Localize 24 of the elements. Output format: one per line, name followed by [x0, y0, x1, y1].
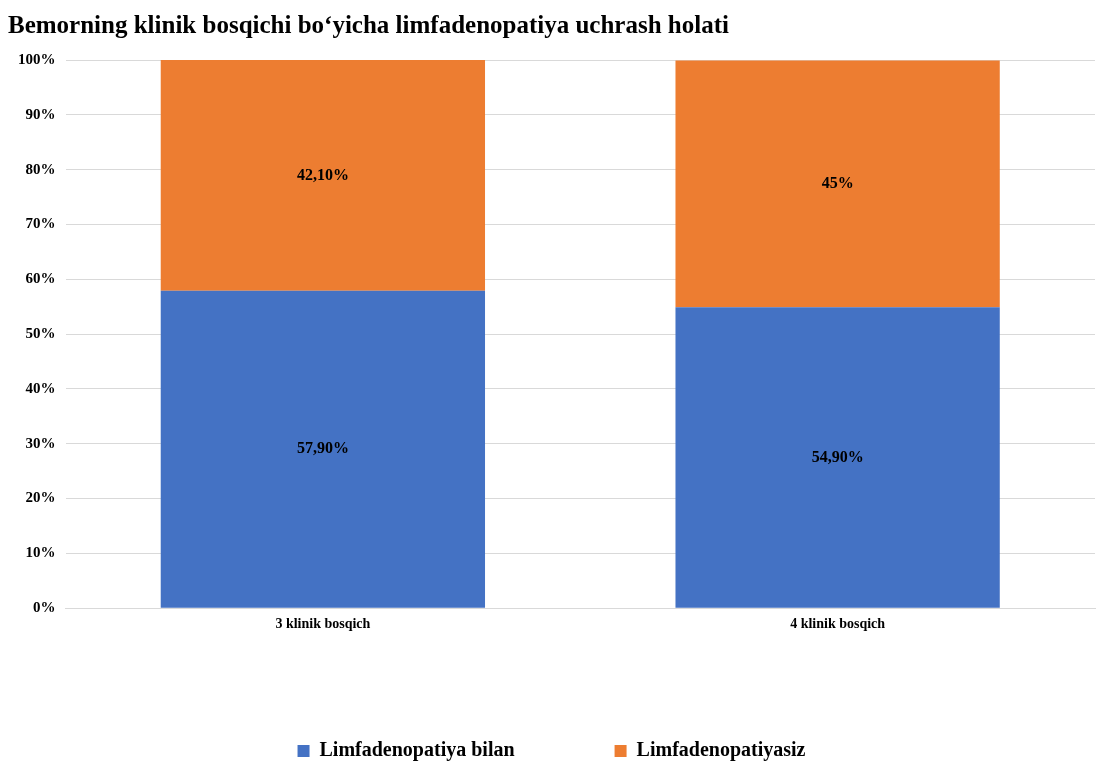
- x-tick-label: 3 klinik bosqich: [275, 616, 371, 632]
- bar: [675, 60, 1000, 308]
- chart-title: Bemorning klinik bosqichi bo‘yicha limfadenopatiya uchrash holati: [8, 11, 730, 39]
- bar: [160, 60, 486, 291]
- y-tick-label: 90%: [25, 105, 56, 122]
- y-tick-label: 0%: [33, 599, 56, 616]
- data-label: 42,10%: [296, 165, 349, 183]
- bar: [160, 290, 486, 608]
- legend-label: Limfadenopatiyasiz: [636, 738, 806, 762]
- y-tick-label: 100%: [18, 50, 56, 67]
- y-tick-label: 10%: [25, 544, 56, 561]
- data-label: 45%: [821, 174, 854, 192]
- y-tick-label: 50%: [25, 324, 56, 341]
- y-tick-label: 20%: [25, 489, 56, 506]
- y-tick-label: 60%: [25, 270, 56, 287]
- x-tick-label: 4 klinik bosqich: [790, 616, 886, 632]
- legend-label: Limfadenopatiya bilan: [319, 738, 515, 762]
- y-tick-label: 40%: [25, 379, 56, 396]
- y-tick-label: 80%: [25, 160, 56, 177]
- bar: [675, 307, 1000, 608]
- y-tick-label: 70%: [25, 215, 56, 232]
- data-label: 54,90%: [811, 447, 864, 465]
- y-tick-label: 30%: [25, 434, 56, 451]
- data-label: 57,90%: [296, 439, 349, 457]
